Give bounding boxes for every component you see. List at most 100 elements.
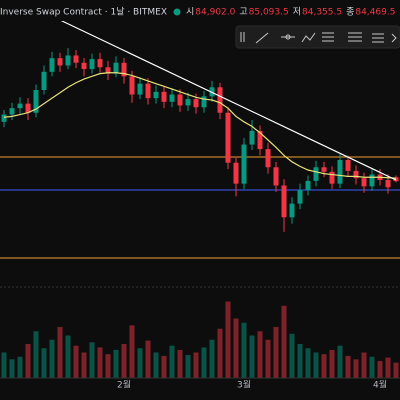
fib-tool[interactable] — [348, 32, 362, 42]
candle-body — [121, 62, 127, 77]
volume-bar — [161, 355, 167, 378]
candle-body — [97, 59, 103, 68]
volume-bar — [265, 339, 271, 378]
volume-bar — [25, 344, 31, 378]
hline-tool[interactable] — [281, 34, 295, 40]
volume-bar — [337, 345, 343, 378]
candle-body — [161, 91, 167, 102]
candle-body — [89, 59, 95, 70]
ohlc-label: 고 — [239, 8, 247, 18]
volume-bar — [169, 345, 175, 378]
candle-body — [369, 174, 375, 187]
moving-average — [3, 72, 397, 179]
volume-bar — [65, 335, 71, 378]
volume-bar — [81, 352, 87, 378]
volume-bar — [105, 354, 111, 378]
ohlc-label: 시 — [186, 7, 194, 18]
volume-bar — [257, 331, 263, 378]
volume-bar — [121, 344, 127, 378]
candle-body — [217, 87, 223, 113]
candle-body — [49, 58, 55, 72]
candle-body — [113, 62, 119, 74]
volume-bar — [321, 354, 327, 378]
volume-bar — [57, 327, 63, 378]
volume-bar — [345, 355, 351, 378]
trendline — [59, 19, 397, 181]
volume-bar — [361, 352, 367, 378]
candle-body — [57, 58, 63, 66]
header-bg — [0, 3, 400, 21]
candle-body — [281, 185, 287, 218]
volume-bar — [281, 305, 287, 378]
candle-body — [9, 108, 15, 115]
volume-bar — [89, 342, 95, 378]
volume-bar — [217, 328, 223, 378]
volume-bar — [145, 340, 151, 378]
volume-bar — [97, 347, 103, 378]
more-tool[interactable] — [391, 33, 397, 43]
candle-body — [153, 91, 159, 99]
symbol: Inverse Swap Contract · 1날 · BITMEX — [0, 7, 167, 18]
volume-bar — [377, 361, 383, 378]
volume-bar — [297, 344, 303, 378]
candle-body — [25, 103, 31, 113]
volume-bar — [249, 335, 255, 378]
volume-bar — [33, 331, 39, 378]
candle-body — [185, 99, 191, 106]
candle-body — [225, 112, 231, 163]
candle-body — [137, 83, 143, 95]
candle-body — [169, 94, 175, 102]
volume-bar — [153, 352, 159, 378]
drawing-toolbar — [235, 25, 400, 49]
candle-body — [241, 144, 247, 184]
candle-body — [81, 62, 87, 70]
candle-body — [393, 177, 399, 182]
candle-body — [297, 190, 303, 204]
volume-bar — [193, 352, 199, 378]
candle-body — [337, 160, 343, 184]
candle-body — [289, 203, 295, 218]
volume-bar — [329, 349, 335, 378]
x-tick-label: 2월 — [117, 379, 131, 391]
x-tick-label: 3월 — [237, 379, 251, 391]
candle-body — [201, 96, 207, 108]
levels-tool[interactable] — [372, 33, 384, 43]
candle-body — [41, 71, 47, 90]
x-tick-label: 4월 — [373, 379, 387, 391]
candle-body — [249, 130, 255, 145]
volume-bar — [185, 355, 191, 378]
candle-body — [177, 94, 183, 106]
volume-bar — [353, 359, 359, 378]
parallel-tool[interactable] — [322, 32, 334, 42]
candle-body — [265, 149, 271, 168]
candle-body — [313, 167, 319, 181]
volume-bar — [393, 362, 399, 378]
volume-bar — [273, 327, 279, 378]
candle-body — [105, 67, 111, 74]
volume-bar — [305, 348, 311, 378]
candle-body — [353, 170, 359, 179]
grip[interactable] — [240, 32, 245, 42]
ohlc-legend: 시84,902.0고85,093.5저84,355.5종84,469.5-432… — [186, 7, 400, 18]
ohlc-value: 84,469.5 — [355, 8, 395, 18]
candle-body — [73, 55, 79, 63]
volume-bar — [177, 349, 183, 378]
candle-body — [385, 180, 391, 188]
candle-body — [129, 76, 135, 95]
volume-bar — [233, 318, 239, 378]
path-tool[interactable] — [301, 32, 316, 43]
candle-body — [145, 83, 151, 99]
candle-body — [17, 103, 23, 109]
ohlc-label: 저 — [293, 7, 301, 18]
volume-bar — [137, 348, 143, 378]
volume-bar — [73, 345, 79, 378]
ohlc-value: 84,902.0 — [195, 8, 235, 18]
trend-tool[interactable] — [255, 32, 269, 44]
candle-body — [193, 99, 199, 108]
ohlc-value: 84,355.5 — [302, 8, 342, 18]
candle-body — [345, 160, 351, 171]
volume-bar — [209, 339, 215, 378]
volume-bar — [49, 339, 55, 378]
